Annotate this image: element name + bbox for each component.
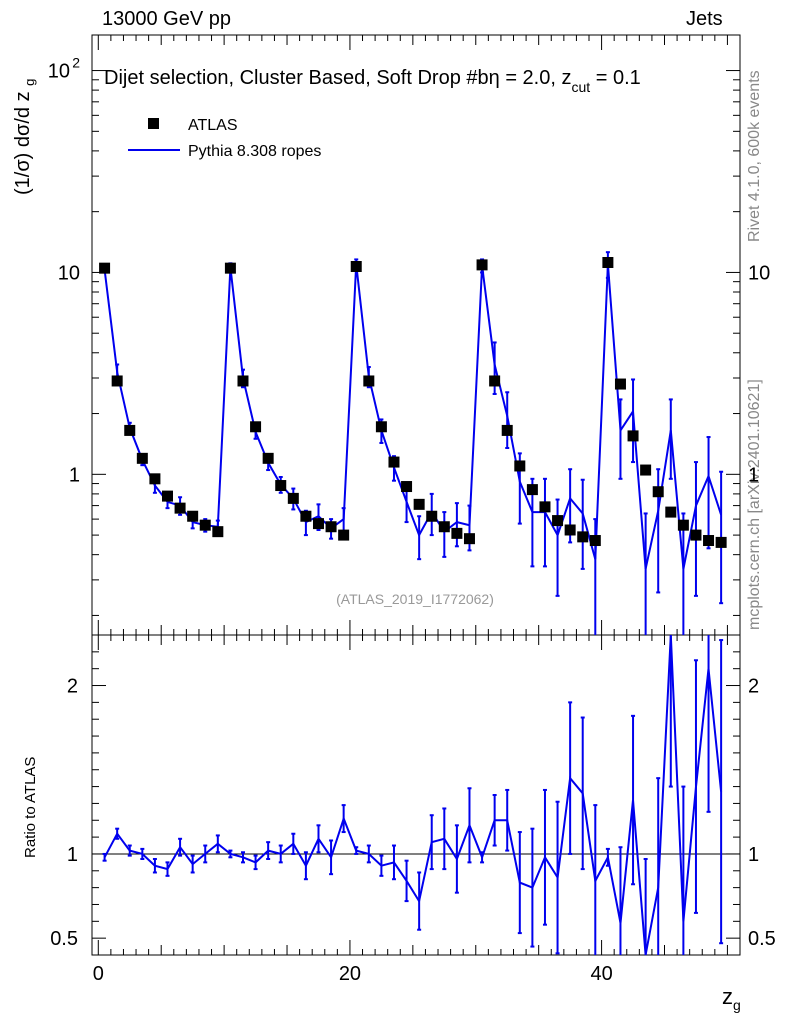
analysis-id-watermark: (ATLAS_2019_I1772062): [336, 591, 494, 607]
atlas-data-point: [199, 519, 211, 531]
atlas-data-point: [413, 498, 425, 510]
atlas-data-point: [501, 424, 513, 436]
atlas-data-point: [627, 430, 639, 442]
atlas-data-point: [715, 536, 727, 548]
atlas-data-point: [602, 257, 614, 269]
legend-atlas-label: ATLAS: [188, 117, 238, 134]
plot-title: Dijet selection, Cluster Based, Soft Dro…: [104, 67, 641, 95]
atlas-data-point: [375, 421, 387, 433]
main-y-tick-label: 1: [69, 464, 80, 486]
atlas-data-point: [300, 510, 312, 522]
atlas-data-point: [338, 529, 350, 541]
atlas-data-point: [577, 531, 589, 543]
atlas-data-point: [514, 460, 526, 472]
atlas-data-point: [703, 535, 715, 547]
atlas-data-point: [99, 262, 111, 274]
atlas-data-point: [677, 519, 689, 531]
x-tick-label: 0: [93, 963, 104, 985]
atlas-data-point: [476, 259, 488, 271]
atlas-data-point: [136, 452, 148, 464]
atlas-data-point: [287, 492, 299, 504]
atlas-data-point: [388, 456, 400, 468]
ratio-y-tick-label-right: 0.5: [748, 928, 776, 950]
atlas-data-point: [665, 506, 677, 518]
plot-title-part: η: [489, 67, 500, 89]
plot-title-part: cut: [571, 79, 590, 95]
plot-title-part: Dijet selection, Cluster Based, Soft Dro…: [104, 67, 489, 89]
header-right: Jets: [686, 8, 723, 30]
plot-title-part: = 2.0, z: [500, 67, 572, 89]
atlas-data-point: [275, 480, 287, 492]
atlas-data-point: [350, 261, 362, 273]
x-axis-label: zg: [722, 984, 741, 1013]
atlas-data-point: [489, 375, 501, 387]
plot-title-part: = 0.1: [590, 67, 641, 89]
atlas-data-point: [312, 518, 324, 530]
main-y-tick-label: 10: [58, 262, 80, 284]
ratio-y-tick-label-right: 2: [748, 676, 759, 698]
atlas-data-point: [212, 526, 224, 538]
atlas-data-point: [652, 486, 664, 498]
atlas-data-point: [250, 421, 262, 433]
legend-atlas-marker: [148, 118, 159, 129]
atlas-data-point: [539, 501, 551, 513]
atlas-data-point: [426, 510, 438, 522]
x-tick-label: 20: [339, 963, 361, 985]
ratio-y-tick-label: 2: [67, 676, 78, 698]
main-y-tick-exponent: 2: [72, 55, 80, 71]
atlas-data-point: [451, 527, 463, 539]
atlas-data-point: [124, 424, 136, 436]
ratio-plot-frame: [91, 634, 741, 956]
atlas-data-point: [526, 484, 538, 496]
atlas-data-point: [262, 452, 274, 464]
atlas-data-point: [187, 510, 199, 522]
atlas-data-point: [438, 521, 450, 533]
atlas-data-point: [161, 490, 173, 502]
header-left: 13000 GeV pp: [102, 8, 231, 30]
atlas-data-point: [614, 378, 626, 390]
atlas-data-point: [564, 524, 576, 536]
atlas-data-point: [552, 515, 564, 527]
atlas-data-point: [589, 535, 601, 547]
ratio-series-line: [103, 634, 723, 956]
ratio-y-tick-label-right: 1: [748, 844, 759, 866]
atlas-data-point: [363, 375, 375, 387]
atlas-data-point: [174, 502, 186, 514]
atlas-data-point: [690, 529, 702, 541]
main-y-tick-label-right: 1: [748, 464, 759, 486]
x-axis-label-sub: g: [733, 997, 741, 1013]
atlas-data-point: [640, 464, 652, 476]
ratio-y-tick-label: 1: [67, 844, 78, 866]
atlas-data-point: [401, 481, 413, 493]
atlas-data-point: [463, 533, 475, 545]
ratio-y-tick-label: 0.5: [50, 928, 78, 950]
main-y-tick-label: 10: [48, 61, 70, 83]
legend-mc-label: Pythia 8.308 ropes: [188, 143, 321, 160]
atlas-data-point: [325, 521, 337, 533]
atlas-data-point: [224, 262, 236, 274]
x-tick-label: 40: [590, 963, 612, 985]
mc-series-line: [103, 263, 723, 570]
atlas-data-point: [237, 375, 249, 387]
atlas-data-point: [149, 473, 161, 485]
main-y-tick-label-right: 10: [748, 262, 770, 284]
atlas-data-point: [111, 375, 123, 387]
